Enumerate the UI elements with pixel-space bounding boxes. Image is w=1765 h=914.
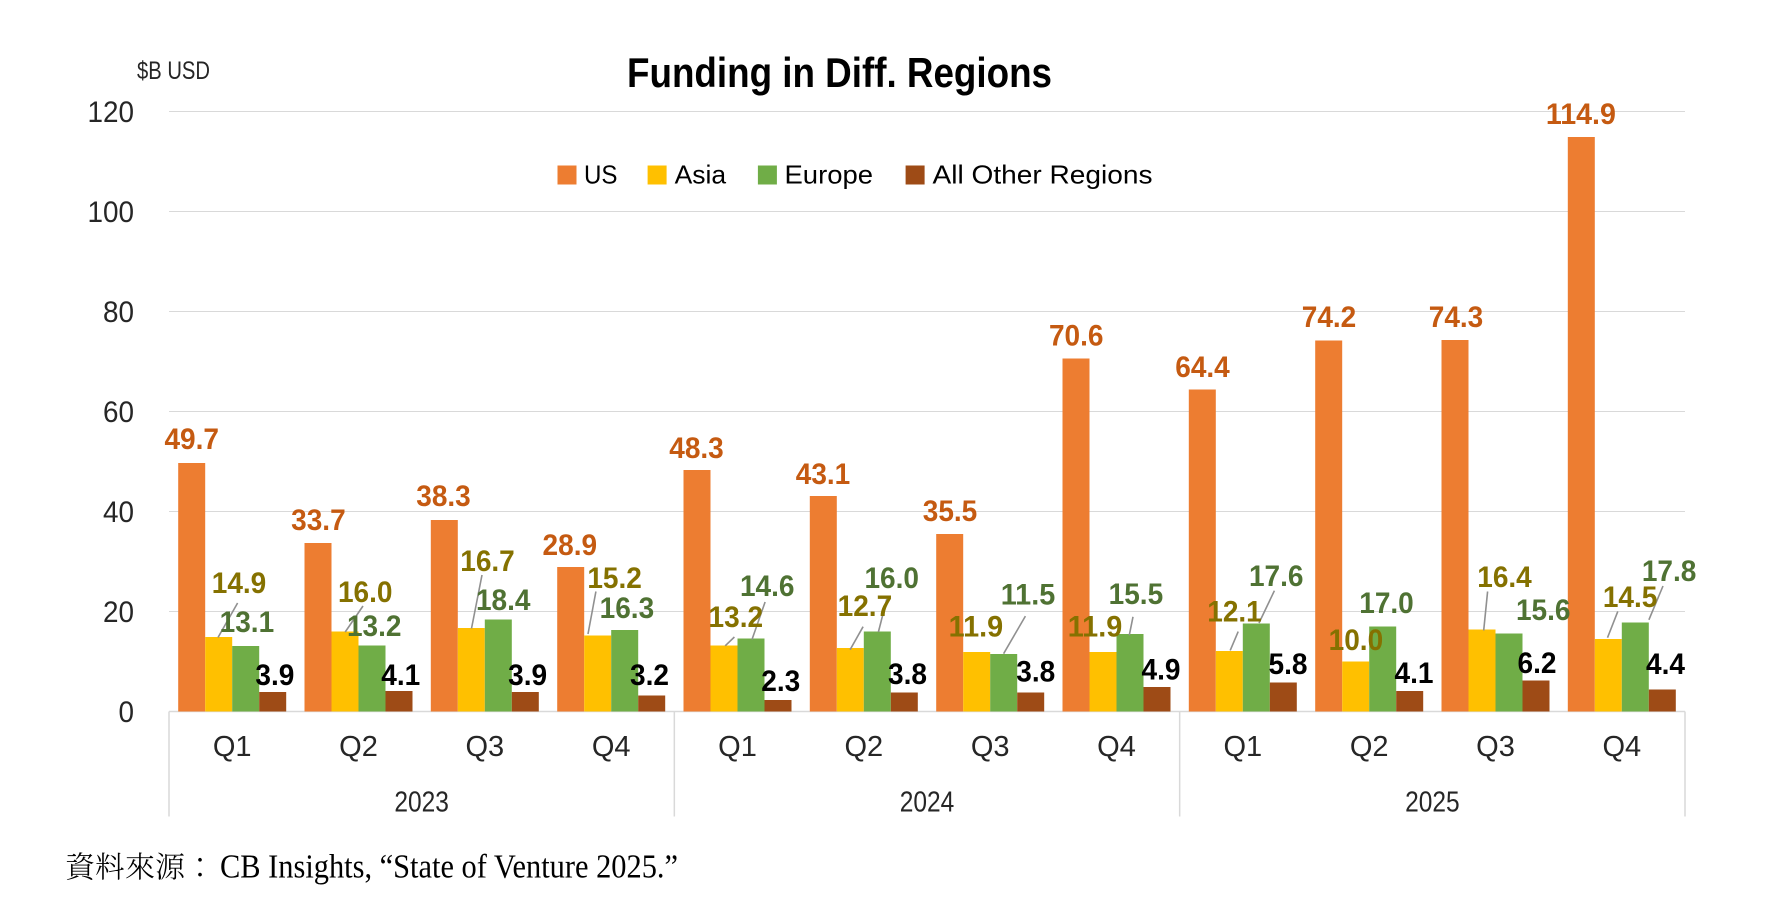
svg-text:3.9: 3.9	[508, 659, 547, 692]
svg-text:10.0: 10.0	[1329, 624, 1384, 657]
svg-text:38.3: 38.3	[416, 480, 471, 513]
svg-text:120: 120	[88, 96, 135, 129]
svg-text:17.8: 17.8	[1642, 555, 1697, 588]
svg-text:17.0: 17.0	[1359, 587, 1414, 620]
svg-text:16.0: 16.0	[864, 562, 919, 595]
svg-text:5.8: 5.8	[1269, 648, 1308, 681]
svg-text:20: 20	[103, 596, 134, 629]
svg-text:Asia: Asia	[675, 159, 727, 189]
svg-text:74.2: 74.2	[1302, 301, 1357, 334]
svg-text:Europe: Europe	[785, 159, 874, 189]
svg-text:Q1: Q1	[213, 731, 252, 763]
svg-text:12.1: 12.1	[1207, 596, 1262, 629]
svg-text:Q2: Q2	[339, 731, 378, 763]
svg-text:2024: 2024	[900, 787, 955, 819]
svg-text:3.8: 3.8	[1016, 656, 1055, 689]
svg-text:Q4: Q4	[1602, 731, 1641, 763]
svg-text:74.3: 74.3	[1429, 301, 1484, 334]
svg-text:12.7: 12.7	[838, 590, 893, 623]
svg-text:16.0: 16.0	[338, 576, 393, 609]
svg-text:14.5: 14.5	[1603, 581, 1658, 614]
svg-text:80: 80	[103, 296, 134, 329]
svg-text:2023: 2023	[394, 787, 449, 819]
svg-text:11.5: 11.5	[1001, 579, 1056, 612]
svg-text:43.1: 43.1	[796, 458, 851, 491]
svg-text:15.2: 15.2	[587, 562, 642, 595]
svg-text:6.2: 6.2	[1518, 647, 1557, 680]
svg-text:14.9: 14.9	[212, 567, 267, 600]
svg-text:Funding in Diff. Regions: Funding in Diff. Regions	[627, 49, 1052, 96]
svg-text:100: 100	[88, 196, 135, 229]
svg-text:13.1: 13.1	[220, 606, 275, 639]
svg-text:33.7: 33.7	[291, 504, 346, 537]
svg-text:114.9: 114.9	[1546, 98, 1616, 131]
svg-text:48.3: 48.3	[669, 432, 724, 465]
svg-text:Q1: Q1	[1223, 731, 1262, 763]
svg-text:2025: 2025	[1405, 787, 1460, 819]
svg-text:60: 60	[103, 396, 134, 429]
svg-text:4.1: 4.1	[1395, 657, 1434, 690]
svg-text:4.1: 4.1	[381, 659, 420, 692]
svg-text:28.9: 28.9	[543, 529, 598, 562]
svg-text:Q4: Q4	[592, 731, 631, 763]
svg-text:CB Insights, “State of Venture: CB Insights, “State of Venture 2025.”	[220, 849, 678, 886]
svg-text:Q3: Q3	[1476, 731, 1515, 763]
svg-text:18.4: 18.4	[476, 584, 531, 617]
svg-text:35.5: 35.5	[923, 495, 978, 528]
svg-text:17.6: 17.6	[1249, 560, 1304, 593]
svg-text:Q3: Q3	[465, 731, 504, 763]
svg-text:49.7: 49.7	[164, 423, 219, 456]
svg-text:0: 0	[119, 696, 135, 729]
svg-text:64.4: 64.4	[1175, 351, 1230, 384]
svg-text:40: 40	[103, 496, 134, 529]
svg-text:All Other Regions: All Other Regions	[933, 159, 1153, 189]
svg-text:3.2: 3.2	[630, 659, 669, 692]
svg-text:16.7: 16.7	[460, 545, 515, 578]
svg-text:4.9: 4.9	[1142, 654, 1181, 687]
svg-text:11.9: 11.9	[1068, 611, 1123, 644]
svg-text:$B USD: $B USD	[137, 57, 210, 85]
svg-text:Q3: Q3	[971, 731, 1010, 763]
svg-text:Q1: Q1	[718, 731, 757, 763]
svg-text:11.9: 11.9	[949, 611, 1004, 644]
svg-text:2.3: 2.3	[761, 665, 800, 698]
svg-text:13.2: 13.2	[347, 610, 402, 643]
svg-text:4.4: 4.4	[1646, 648, 1685, 681]
svg-text:14.6: 14.6	[740, 570, 795, 603]
svg-text:15.6: 15.6	[1516, 594, 1571, 627]
svg-text:Q4: Q4	[1097, 731, 1136, 763]
svg-text:3.9: 3.9	[255, 659, 294, 692]
svg-text:US: US	[584, 159, 618, 189]
svg-text:16.4: 16.4	[1477, 561, 1532, 594]
svg-text:3.8: 3.8	[888, 658, 927, 691]
svg-text:Q2: Q2	[844, 731, 883, 763]
svg-text:13.2: 13.2	[709, 601, 764, 634]
svg-text:70.6: 70.6	[1049, 320, 1104, 353]
svg-text:16.3: 16.3	[600, 592, 655, 625]
svg-text:Q2: Q2	[1350, 731, 1389, 763]
svg-text:15.5: 15.5	[1109, 578, 1164, 611]
